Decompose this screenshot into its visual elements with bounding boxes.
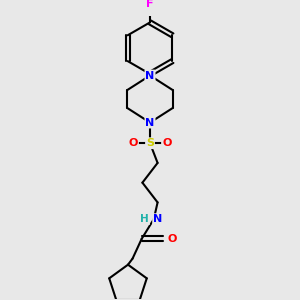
Text: N: N (146, 70, 154, 80)
Text: O: O (167, 234, 177, 244)
Text: O: O (162, 138, 171, 148)
Text: H: H (140, 214, 149, 224)
Text: F: F (146, 0, 154, 9)
Text: S: S (146, 138, 154, 148)
Text: N: N (153, 214, 162, 224)
Text: N: N (146, 118, 154, 128)
Text: O: O (129, 138, 138, 148)
